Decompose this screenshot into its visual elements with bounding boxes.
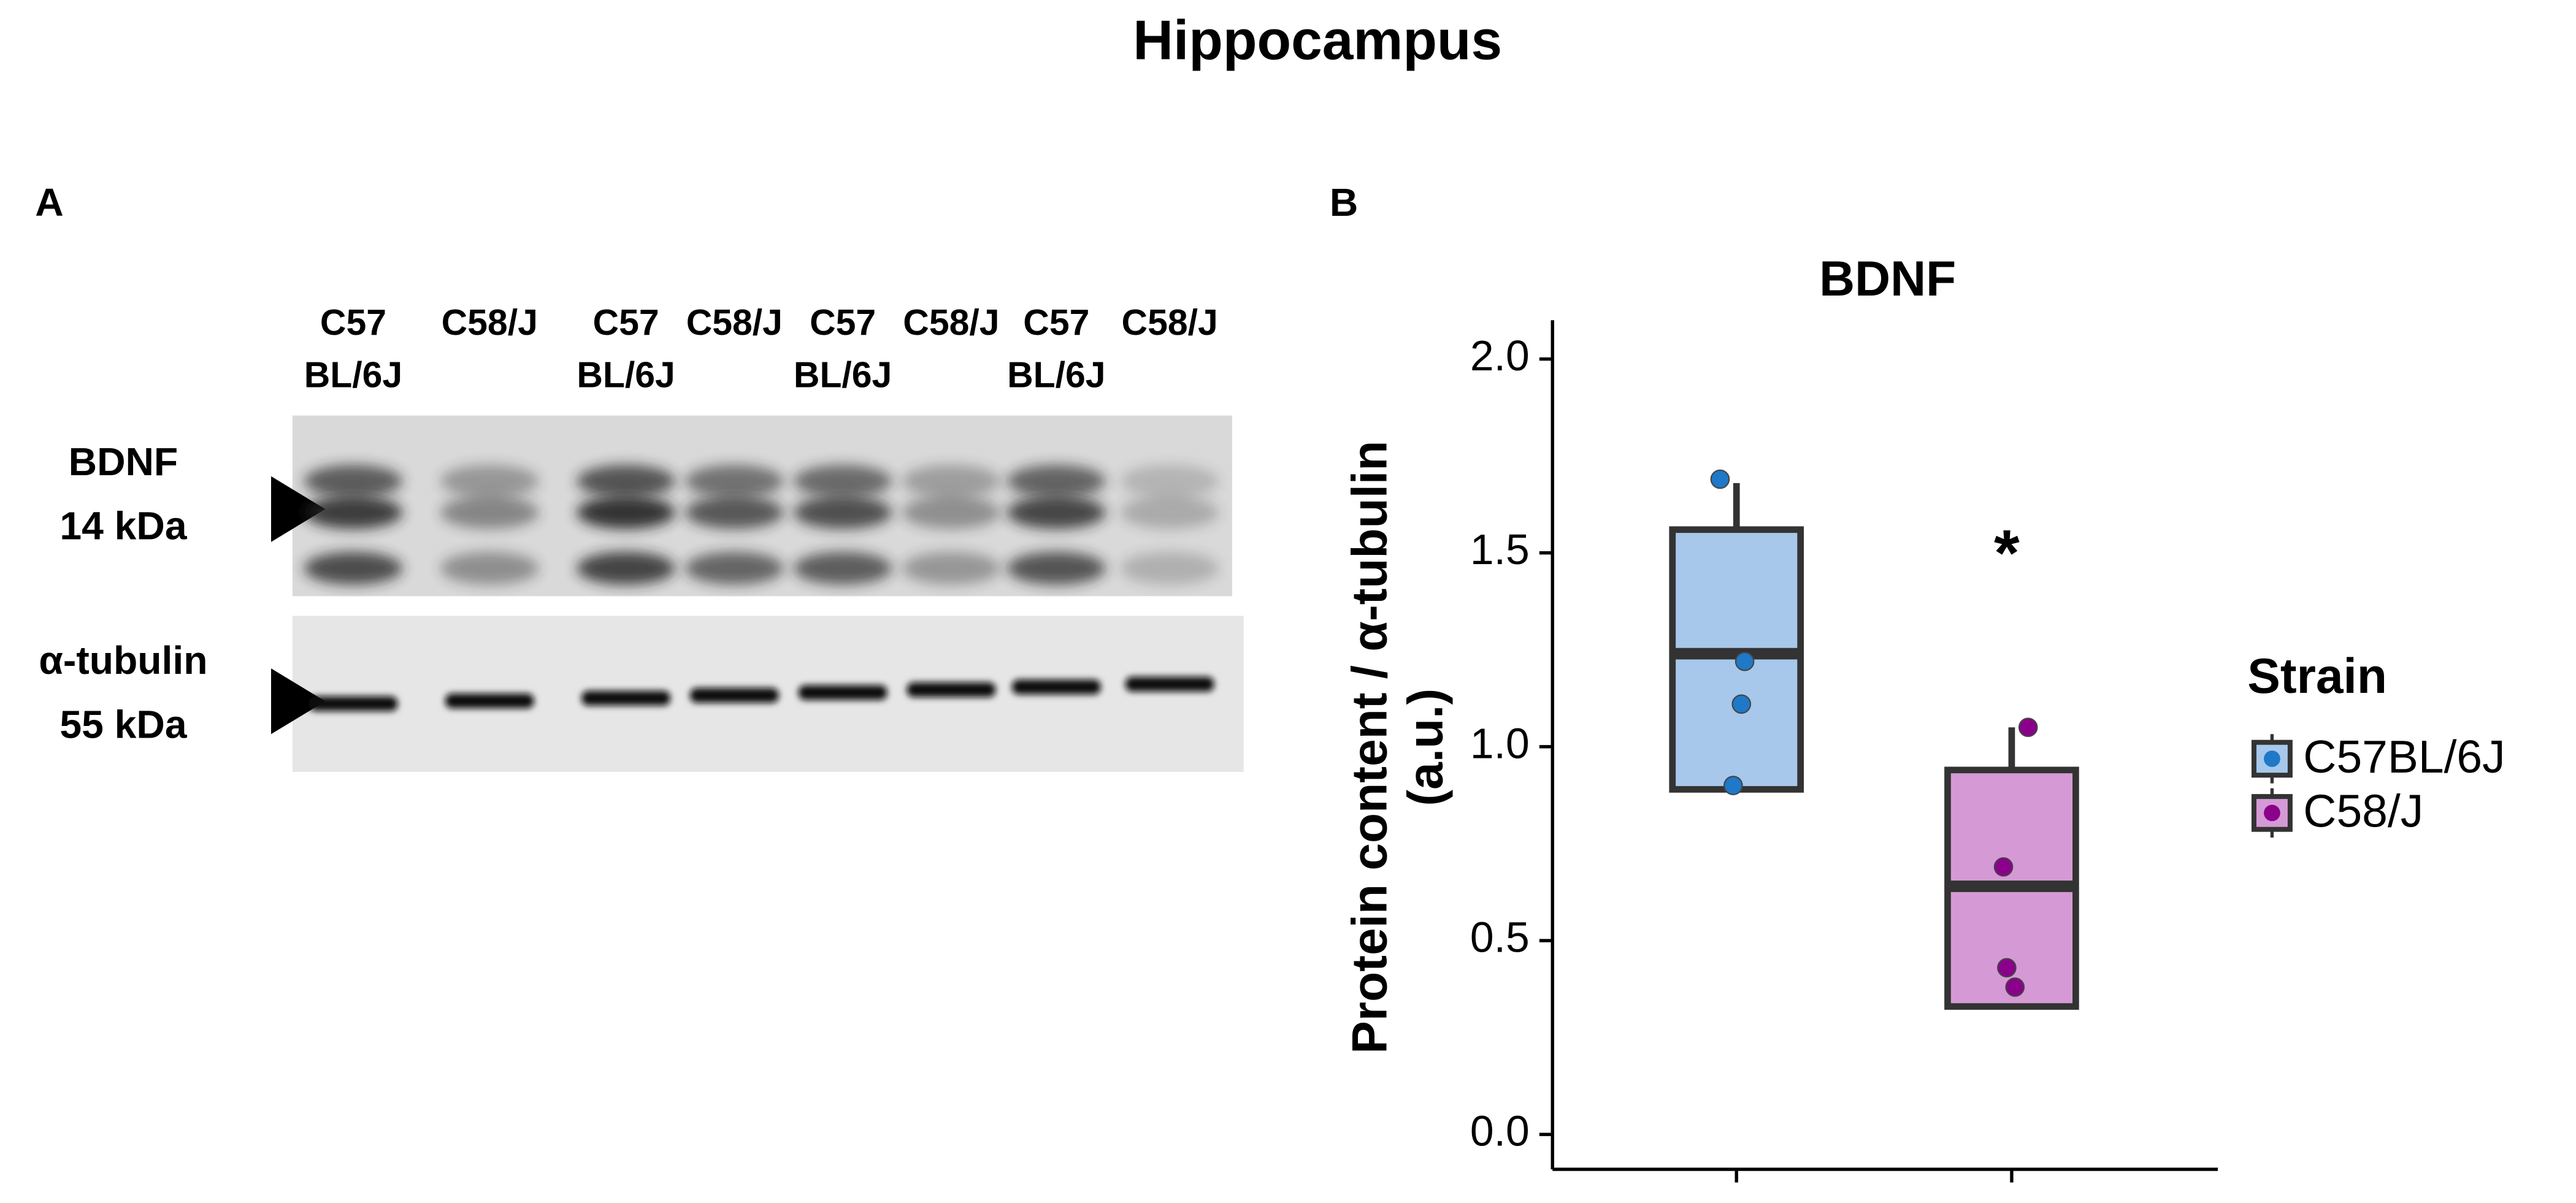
figure-title: Hippocampus (1133, 9, 1502, 71)
lane-label: C57 (593, 303, 659, 343)
size-label: 14 kDa (59, 503, 187, 548)
lane-label: BL/6J (577, 356, 675, 395)
blot-band (1120, 465, 1219, 498)
chart-title: BDNF (1819, 251, 1956, 307)
legend-title: Strain (2247, 649, 2387, 704)
y-tick-label: 0.0 (1470, 1107, 1530, 1155)
legend-key (2264, 804, 2280, 822)
lane-label: C57 (320, 303, 386, 343)
blot-band (304, 551, 403, 585)
blot-band (902, 551, 1001, 585)
protein-label: BDNF (69, 440, 178, 484)
blot-band (1006, 551, 1106, 585)
legend-label: C57BL/6J (2303, 731, 2505, 782)
lane-label: C57 (1023, 303, 1089, 343)
data-point (1993, 857, 2014, 877)
y-axis-label: (a.u.) (1398, 689, 1454, 806)
blot-band (684, 465, 784, 498)
y-tick-label: 1.5 (1470, 525, 1530, 573)
data-point (1997, 958, 2017, 978)
blot-band (1006, 495, 1106, 529)
y-axis-label: Protein content / α-tubulin (1343, 441, 1398, 1054)
blot-band (445, 693, 534, 709)
lane-label: C58/J (442, 303, 538, 343)
blot-band (1120, 495, 1219, 529)
blot-band (907, 682, 996, 698)
blot-band (684, 495, 784, 529)
blot-band (798, 685, 887, 700)
y-tick-label: 1.0 (1470, 719, 1530, 767)
blot-band (1006, 465, 1106, 498)
blot-band (440, 465, 539, 498)
lane-label: C57 (810, 303, 876, 343)
blot-band (902, 495, 1001, 529)
blot-band (304, 495, 403, 529)
legend-label: C58/J (2303, 785, 2423, 836)
blot-band (440, 551, 539, 585)
lane-label: BL/6J (794, 356, 892, 395)
blot-band (1120, 551, 1219, 585)
significance: * (1994, 516, 2020, 590)
lane-label: BL/6J (1007, 356, 1105, 395)
protein-label: α-tubulin (39, 638, 207, 682)
blot-band (1125, 676, 1214, 692)
blot-band (577, 465, 675, 498)
lane-label: C58/J (686, 303, 783, 343)
data-point (1735, 651, 1755, 671)
panel-label: A (35, 180, 63, 224)
data-point (1731, 694, 1752, 714)
blot-band (581, 690, 670, 706)
lane-label: BL/6J (304, 356, 402, 395)
lane-label: C58/J (1122, 303, 1218, 343)
panel-label: B (1330, 180, 1358, 224)
data-point (1710, 469, 1730, 489)
y-tick-label: 0.5 (1470, 913, 1530, 961)
lane-label: C58/J (903, 303, 999, 343)
blot-band (440, 495, 539, 529)
data-point (2005, 977, 2025, 997)
data-point (1723, 776, 1743, 795)
blot-band (793, 495, 892, 529)
y-tick-label: 2.0 (1470, 332, 1530, 380)
blot-band (684, 551, 784, 585)
blot-band (577, 551, 675, 585)
blot-band (690, 688, 779, 703)
arrowhead (271, 476, 326, 542)
data-point (2018, 717, 2038, 738)
blot-band (1012, 679, 1101, 695)
size-label: 55 kDa (59, 703, 187, 747)
blot-band (304, 465, 403, 498)
blot-band (577, 495, 675, 529)
blot-band (309, 696, 398, 711)
arrowhead (271, 668, 326, 735)
blot-band (902, 465, 1001, 498)
blot-band (793, 465, 892, 498)
blot-band (793, 551, 892, 585)
legend-key (2251, 794, 2293, 832)
legend-key (2264, 750, 2280, 767)
